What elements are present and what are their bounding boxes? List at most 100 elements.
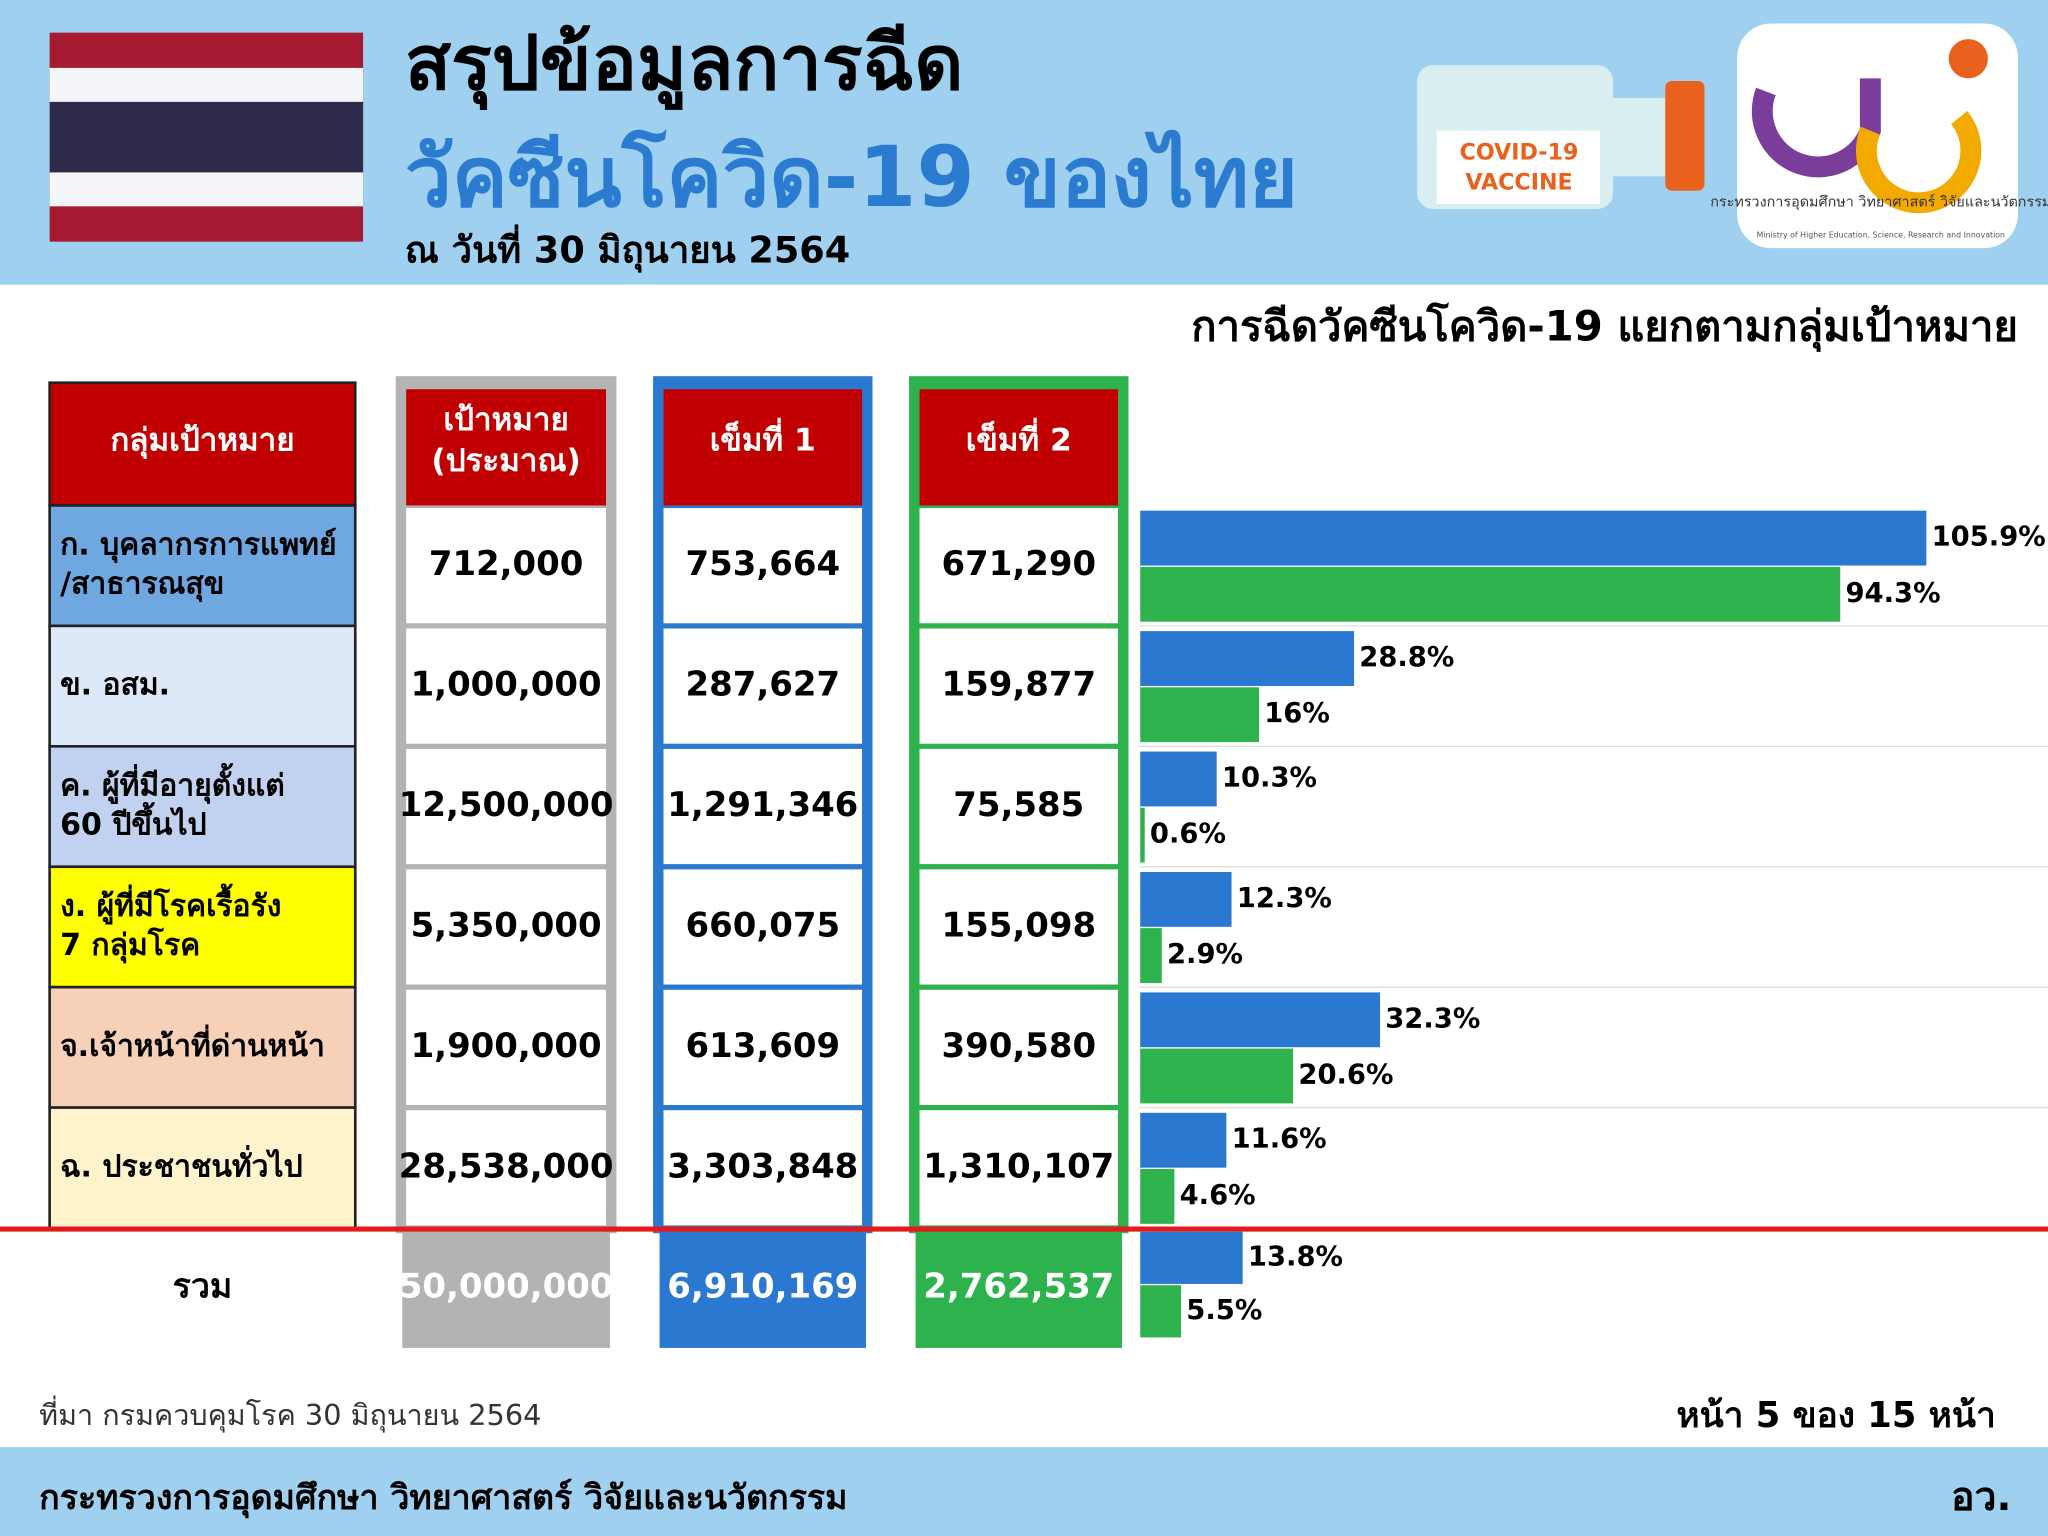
data-cell: [919, 748, 1119, 865]
data-cell: [919, 1110, 1119, 1226]
footer-band: [0, 1447, 2048, 1536]
bar-label: 4.6%: [1180, 1180, 1256, 1211]
bar-label: 10.3%: [1222, 762, 1317, 793]
bar: [1140, 1285, 1182, 1338]
bar-label: 11.6%: [1232, 1124, 1327, 1155]
total-cell: [402, 1230, 610, 1348]
bar: [1140, 871, 1232, 927]
group-cell: [48, 865, 357, 989]
bar: [1140, 566, 1841, 622]
bar: [1140, 807, 1145, 863]
cell-value: 712,000: [429, 544, 584, 584]
vaccine-label: COVID-19: [1460, 139, 1579, 165]
group-label: ง. ผู้ที่มีโรคเรื้อรัง: [60, 883, 281, 925]
data-cell: [663, 748, 863, 865]
cell-value: 1,291,346: [667, 785, 858, 825]
data-cell: [663, 1110, 863, 1226]
bar-label: 32.3%: [1385, 1003, 1480, 1034]
cell-value: 159,877: [941, 665, 1096, 705]
footer-abbr: อว.: [1951, 1475, 2011, 1520]
cell-value: 671,290: [941, 544, 1096, 584]
bar: [1140, 1048, 1294, 1104]
bar: [1140, 1168, 1175, 1224]
group-label: ค. ผู้ที่มีอายุตั้งแต่: [60, 763, 285, 805]
group-label: จ.เจ้าหน้าที่ด่านหน้า: [60, 1024, 325, 1064]
bar-label: 2.9%: [1167, 939, 1243, 970]
data-cell: [919, 869, 1119, 985]
cell-value: 287,627: [685, 665, 840, 705]
data-cell: [919, 628, 1119, 744]
title-line1: สรุปข้อมูลการฉีด: [405, 19, 964, 111]
data-cell: [663, 508, 863, 624]
total-value: 6,910,169: [667, 1266, 858, 1306]
column-header: (ประมาณ): [431, 443, 580, 479]
total-value: 50,000,000: [399, 1266, 614, 1306]
group-label: ข. อสม.: [60, 668, 170, 703]
cell-value: 753,664: [685, 544, 840, 584]
cell-value: 1,310,107: [923, 1146, 1114, 1186]
source: ที่มา กรมควบคุมโรค 30 มิถุนายน 2564: [39, 1395, 541, 1433]
cell-value: 1,000,000: [411, 665, 602, 705]
cell-value: 12,500,000: [399, 785, 614, 825]
bar: [1140, 687, 1260, 743]
cell-value: 28,538,000: [399, 1146, 614, 1186]
data-cell: [406, 508, 607, 624]
group-label: /สาธารณสุข: [60, 567, 224, 603]
data-cell: [406, 869, 607, 985]
cell-value: 75,585: [953, 785, 1084, 825]
group-cell: [48, 745, 357, 869]
cell-value: 5,350,000: [411, 905, 602, 945]
group-label: ฉ. ประชาชนทั่วไป: [60, 1144, 303, 1184]
chart-title: การฉีดวัคซีนโควิด-19 แยกตามกลุ่มเป้าหมาย: [1191, 302, 2018, 353]
vaccine-image: COVID-19 VACCINE: [1417, 65, 1705, 209]
column-header: เข็มที่ 1: [710, 417, 816, 458]
data-cell: [406, 989, 607, 1105]
data-cell: [663, 869, 863, 985]
data-cell: [406, 628, 607, 744]
ministry-logo: กระทรวงการอุดมศึกษา วิทยาศาสตร์ วิจัยและ…: [1710, 23, 2048, 249]
cell-value: 390,580: [941, 1026, 1096, 1066]
title-line2: วัคซีนโควิด-19 ของไทย: [405, 128, 1298, 226]
cell-value: 155,098: [941, 905, 1096, 945]
cell-value: 1,900,000: [411, 1026, 602, 1066]
page-number: หน้า 5 ของ 15 หน้า: [1676, 1395, 1995, 1436]
thai-flag: [49, 32, 364, 242]
data-cell: [663, 628, 863, 744]
bar-label: 5.5%: [1186, 1295, 1262, 1326]
bar: [1140, 631, 1355, 686]
total-cell: [659, 1230, 866, 1348]
data-cell: [919, 508, 1119, 624]
total-cell: [915, 1230, 1122, 1348]
cell-value: 3,303,848: [667, 1146, 858, 1186]
logo-text: กระทรวงการอุดมศึกษา วิทยาศาสตร์ วิจัยและ…: [1710, 193, 2048, 210]
group-label: ก. บุคลากรการแพทย์: [60, 528, 337, 564]
bar: [1140, 992, 1381, 1048]
bar-label: 20.6%: [1298, 1059, 1393, 1090]
header-cell: [919, 389, 1119, 506]
bar: [1140, 928, 1162, 983]
bar-label: 28.8%: [1359, 642, 1454, 673]
data-cell: [406, 748, 607, 865]
bar-label: 105.9%: [1932, 522, 2046, 553]
header-cell: [663, 389, 863, 506]
group-cell: [48, 504, 357, 628]
header-cell: [48, 381, 357, 507]
logo-subtext: Ministry of Higher Education, Science, R…: [1757, 231, 2005, 240]
bar-label: 16%: [1264, 698, 1330, 729]
group-label: 60 ปีขึ้นไป: [60, 802, 207, 843]
data-cell: [663, 989, 863, 1105]
bar: [1140, 510, 1927, 566]
data-cell: [919, 989, 1119, 1105]
bar: [1140, 1231, 1243, 1284]
total-value: 2,762,537: [923, 1266, 1114, 1306]
vaccine-label: VACCINE: [1465, 169, 1572, 195]
bar: [1140, 751, 1217, 807]
footer-ministry: กระทรวงการอุดมศึกษา วิทยาศาสตร์ วิจัยและ…: [39, 1478, 847, 1519]
group-cell: [48, 624, 357, 748]
column-header: กลุ่มเป้าหมาย: [110, 422, 294, 459]
bar-label: 12.3%: [1237, 883, 1332, 914]
cell-value: 613,609: [685, 1026, 840, 1066]
bar-label: 0.6%: [1150, 819, 1226, 850]
date: ณ วันที่ 30 มิถุนายน 2564: [405, 224, 850, 274]
